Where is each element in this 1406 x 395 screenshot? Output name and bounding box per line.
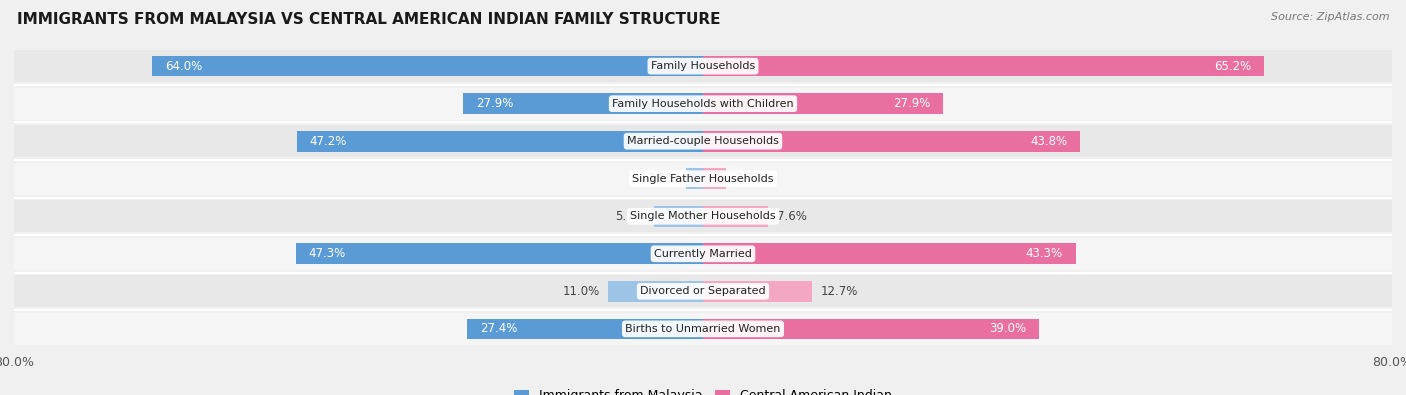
Text: 27.4%: 27.4% xyxy=(479,322,517,335)
Bar xyxy=(14,163,1392,195)
Bar xyxy=(295,243,703,264)
Text: 39.0%: 39.0% xyxy=(988,322,1026,335)
Text: 11.0%: 11.0% xyxy=(562,285,599,298)
Text: 65.2%: 65.2% xyxy=(1215,60,1251,73)
Bar xyxy=(297,131,703,152)
Bar xyxy=(14,275,1392,307)
Text: Divorced or Separated: Divorced or Separated xyxy=(640,286,766,296)
Bar xyxy=(14,125,1392,157)
Bar xyxy=(14,238,1392,270)
Bar xyxy=(703,281,813,302)
Text: Currently Married: Currently Married xyxy=(654,249,752,259)
Bar xyxy=(703,243,1076,264)
Text: 12.7%: 12.7% xyxy=(821,285,858,298)
Text: 2.7%: 2.7% xyxy=(735,172,765,185)
Text: Family Households: Family Households xyxy=(651,61,755,71)
Text: 7.6%: 7.6% xyxy=(778,210,807,223)
Text: 47.3%: 47.3% xyxy=(308,247,346,260)
Bar xyxy=(152,56,703,77)
Text: Family Households with Children: Family Households with Children xyxy=(612,99,794,109)
Text: 27.9%: 27.9% xyxy=(893,97,931,110)
Text: Married-couple Households: Married-couple Households xyxy=(627,136,779,146)
Bar xyxy=(609,281,703,302)
Bar xyxy=(703,168,727,189)
Text: Single Father Households: Single Father Households xyxy=(633,174,773,184)
Bar xyxy=(14,200,1392,232)
Bar xyxy=(14,50,1392,82)
Bar xyxy=(703,206,769,227)
Text: 64.0%: 64.0% xyxy=(165,60,202,73)
Text: 27.9%: 27.9% xyxy=(475,97,513,110)
Text: Births to Unmarried Women: Births to Unmarried Women xyxy=(626,324,780,334)
Bar xyxy=(686,168,703,189)
Bar xyxy=(703,93,943,114)
Text: 43.8%: 43.8% xyxy=(1031,135,1067,148)
Bar xyxy=(14,88,1392,120)
Legend: Immigrants from Malaysia, Central American Indian: Immigrants from Malaysia, Central Americ… xyxy=(509,384,897,395)
Text: 43.3%: 43.3% xyxy=(1026,247,1063,260)
Text: 5.7%: 5.7% xyxy=(616,210,645,223)
Bar xyxy=(703,318,1039,339)
Bar xyxy=(703,131,1080,152)
Bar xyxy=(654,206,703,227)
Bar xyxy=(703,56,1264,77)
Text: IMMIGRANTS FROM MALAYSIA VS CENTRAL AMERICAN INDIAN FAMILY STRUCTURE: IMMIGRANTS FROM MALAYSIA VS CENTRAL AMER… xyxy=(17,12,720,27)
Bar xyxy=(463,93,703,114)
Text: Source: ZipAtlas.com: Source: ZipAtlas.com xyxy=(1271,12,1389,22)
Bar xyxy=(467,318,703,339)
Text: 2.0%: 2.0% xyxy=(647,172,678,185)
Text: 47.2%: 47.2% xyxy=(309,135,347,148)
Text: Single Mother Households: Single Mother Households xyxy=(630,211,776,221)
Bar xyxy=(14,313,1392,345)
